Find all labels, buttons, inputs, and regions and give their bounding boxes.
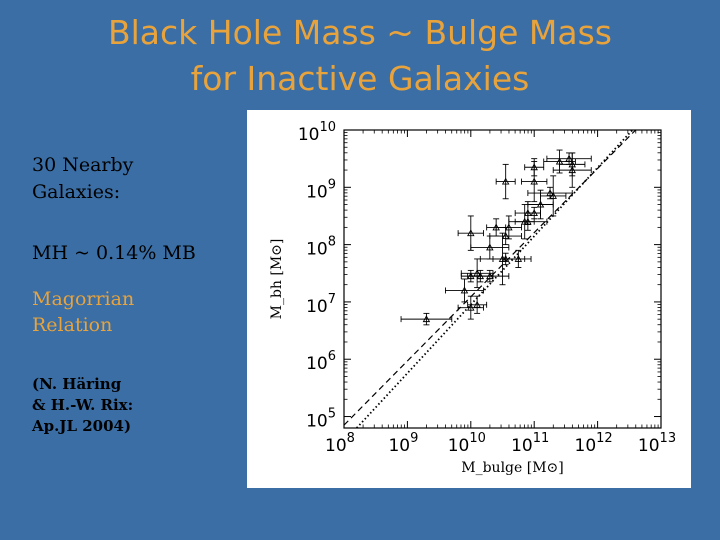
reference-line-3: Ap.JL 2004) [32,417,132,435]
triangle-marker [514,255,523,262]
triangle-marker [530,163,538,171]
data-point [457,215,484,251]
y-tick-label: 1010 [298,120,336,145]
triangle-marker [486,272,494,280]
triangle-marker [501,177,510,185]
magorrian-line-1: Magorrian [32,288,135,310]
triangle-marker [501,232,510,239]
y-tick-label: 108 [306,235,336,260]
x-tick-label: 1011 [511,431,549,456]
x-tick-label: 1010 [448,431,486,456]
dotted-fit-line [356,129,634,429]
triangle-marker [536,200,545,208]
y-axis-label: M_bh [M⊙] [269,239,285,320]
x-tick-label: 109 [388,431,418,456]
data-point [467,295,488,314]
x-tick-label: 1012 [575,431,613,456]
data-point [457,295,484,320]
title-line-2: for Inactive Galaxies [190,59,530,98]
x-tick-label: 1013 [638,431,676,456]
triangle-marker [460,286,469,294]
plot-frame [343,129,662,429]
sample-line-2: Galaxies: [32,181,121,203]
data-point [444,278,484,303]
y-tick-label: 106 [306,349,336,374]
triangle-marker [467,229,475,237]
data-point [460,258,494,289]
data-point [527,206,541,220]
data-point [559,152,586,177]
data-point [540,175,567,217]
triangle-marker [530,177,538,185]
triangle-marker [486,243,494,251]
relation-text: MH ~ 0.14% MB [32,242,196,264]
title-line-1: Black Hole Mass ~ Bulge Mass [108,13,612,52]
y-tick-label: 109 [306,177,336,202]
data-point [524,158,545,177]
triangle-marker [530,209,538,217]
data-point [400,312,453,326]
magorrian-line-2: Relation [32,314,113,336]
triangle-marker [467,303,475,311]
slide-title: Black Hole Mass ~ Bulge Mass for Inactiv… [0,10,720,102]
y-tick-label: 105 [306,407,336,432]
triangle-marker [473,300,481,308]
dashed-fit-line [343,129,637,426]
triangle-marker [422,315,431,323]
reference-text: (N. Häring & H.-W. Rix: Ap.JL 2004) [32,374,133,437]
data-point [527,189,554,220]
magorrian-text: Magorrian Relation [32,286,134,338]
chart-panel: 108 109 1010 1011 1012 1013 105 106 107 108 109 101… [247,110,691,488]
x-tick-label: 108 [325,431,355,456]
triangle-marker [505,223,513,231]
x-axis-label: M_bulge [M⊙] [461,460,563,476]
triangle-marker [568,160,576,168]
reference-line-2: & H.-W. Rix: [32,396,134,414]
triangle-marker [549,191,557,199]
sample-line-1: 30 Nearby [32,154,134,176]
scatter-chart: 108 109 1010 1011 1012 1013 105 106 107 108 109 101… [269,120,676,476]
y-tick-label: 107 [306,292,336,317]
sample-text: 30 Nearby Galaxies: [32,152,133,206]
data-point [505,249,532,268]
data-point [495,163,516,200]
data-point [470,235,510,260]
triangle-marker [565,154,573,162]
reference-line-1: (N. Häring [32,375,122,393]
